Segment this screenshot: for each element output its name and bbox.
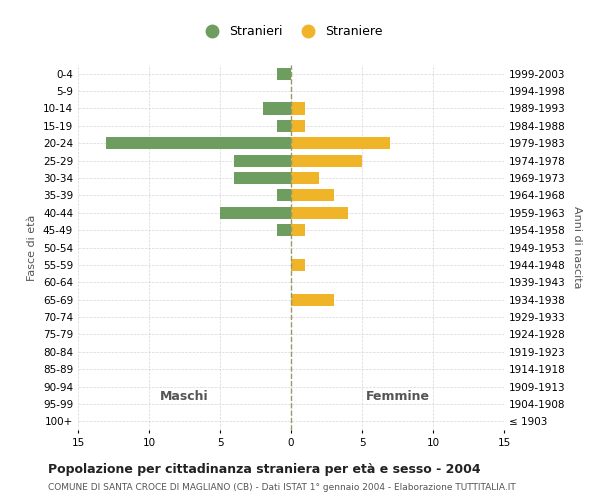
Bar <box>277 224 291 236</box>
Bar <box>220 206 291 219</box>
Text: COMUNE DI SANTA CROCE DI MAGLIANO (CB) - Dati ISTAT 1° gennaio 2004 - Elaborazio: COMUNE DI SANTA CROCE DI MAGLIANO (CB) -… <box>48 482 516 492</box>
Text: Femmine: Femmine <box>365 390 430 403</box>
Bar <box>277 120 291 132</box>
Bar <box>263 102 291 115</box>
Bar <box>291 172 319 184</box>
Bar <box>277 190 291 202</box>
Bar <box>291 206 348 219</box>
Bar <box>291 190 334 202</box>
Bar <box>106 137 291 149</box>
Bar <box>291 294 334 306</box>
Bar <box>291 102 305 115</box>
Bar <box>277 68 291 80</box>
Bar <box>291 120 305 132</box>
Y-axis label: Anni di nascita: Anni di nascita <box>572 206 582 289</box>
Y-axis label: Fasce di età: Fasce di età <box>28 214 37 280</box>
Bar <box>291 224 305 236</box>
Bar <box>291 154 362 166</box>
Legend: Stranieri, Straniere: Stranieri, Straniere <box>194 20 388 43</box>
Bar <box>234 172 291 184</box>
Text: Maschi: Maschi <box>160 390 209 403</box>
Bar <box>291 137 391 149</box>
Bar <box>234 154 291 166</box>
Text: Popolazione per cittadinanza straniera per età e sesso - 2004: Popolazione per cittadinanza straniera p… <box>48 462 481 475</box>
Bar <box>291 259 305 271</box>
